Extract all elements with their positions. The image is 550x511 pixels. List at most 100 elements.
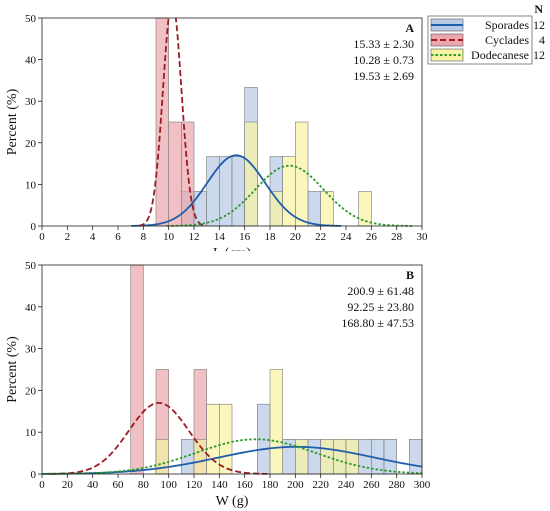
panel-a-x-tick-label: 14: [214, 231, 226, 243]
panel-a-curves: [40, 4, 424, 227]
panel-b-x-tick-label: 160: [236, 479, 253, 491]
panel-a-stat-dodecanese: 19.53 ± 2.69: [353, 69, 414, 83]
panel-b-stats: 200.9 ± 61.48 92.25 ± 23.80 168.80 ± 47.…: [341, 284, 414, 330]
panel-a-bar-dodecanese-25: [358, 191, 372, 227]
panel-b-stat-dodecanese: 168.80 ± 47.53: [341, 316, 414, 330]
panel-b-x-tick-label: 140: [211, 479, 228, 491]
panel-a-y-tick-label: 40: [25, 55, 37, 67]
panel-a-y-tick-label: 10: [25, 179, 37, 191]
panel-b-stat-sporades: 200.9 ± 61.48: [347, 284, 414, 298]
panel-a-x-tick-label: 0: [39, 231, 45, 243]
panel-b-bar-cyclades-70: [130, 264, 144, 475]
panel-a-y-axis-label: Percent (%): [5, 88, 20, 155]
panel-b-x-tick-label: 80: [138, 479, 150, 491]
panel-a-x-tick-label: 28: [391, 231, 403, 243]
panel-b-top-mask: [40, 251, 424, 265]
panel-b-x-tick-label: 20: [62, 479, 74, 491]
panel-b-x-tick-label: 200: [287, 479, 304, 491]
panel-a-curve-sporades: [131, 154, 342, 227]
panel-a-curve-dodecanese: [166, 164, 413, 227]
panel-a-bars: [155, 17, 372, 227]
panel-b-x-tick-label: 60: [113, 479, 125, 491]
panel-a-x-tick-label: 6: [115, 231, 121, 243]
panel-b-y-tick-label: 10: [25, 427, 37, 439]
legend-n-sporades: 12: [533, 18, 545, 32]
panel-a-label: A: [405, 21, 414, 35]
panel-a-x-tick-label: 12: [189, 231, 200, 243]
panel-b-plot-frame: [41, 264, 423, 475]
panel-b-y-tick-label: 30: [25, 344, 37, 356]
legend-entry-dodecanese: Dodecanese 12: [430, 48, 545, 62]
panel-b-y-axis-label: Percent (%): [5, 336, 20, 403]
panel-a-x-tick-label: 30: [417, 231, 429, 243]
legend-label-sporades: Sporades: [485, 18, 529, 32]
panel-b-x-axis-label: W (g): [216, 494, 249, 509]
panel-a-bar-sporades-12: [193, 191, 207, 227]
panel-b-x-tick-label: 40: [87, 479, 99, 491]
panel-b-bar-dodecanese-200: [295, 439, 309, 475]
panel-a-stat-cyclades: 10.28 ± 0.73: [353, 53, 414, 67]
panel-b-bar-dodecanese-120: [193, 439, 207, 475]
panel-a-x-tick-label: 26: [366, 231, 378, 243]
legend-n-dodecanese: 12: [533, 48, 545, 62]
panel-a-top-mask: [40, 4, 424, 18]
panel-a-stats: 15.33 ± 2.30 10.28 ± 0.73 19.53 ± 2.69: [353, 37, 414, 83]
panel-b-bar-dodecanese-180: [269, 369, 283, 475]
panel-a-bar-sporades-21: [307, 191, 321, 227]
panel-a-x-tick-label: 22: [315, 231, 326, 243]
panel-a-plot-frame: [41, 17, 423, 227]
legend-entry-sporades: Sporades 12: [430, 18, 545, 32]
panel-a-y-tick-label: 0: [31, 221, 37, 233]
panel-b-stat-cyclades: 92.25 ± 23.80: [347, 300, 414, 314]
panel-b-x-tick-label: 300: [414, 479, 431, 491]
panel-b-bar-dodecanese-140: [219, 403, 233, 475]
panel-a-y-tick-label: 20: [25, 138, 37, 150]
legend-label-cyclades: Cyclades: [485, 33, 529, 47]
panel-a-bar-cyclades-10: [168, 121, 182, 227]
legend-label-dodecanese: Dodecanese: [471, 48, 529, 62]
panel-b-bar-dodecanese-230: [333, 439, 347, 475]
panel-b-bar-dodecanese-130: [206, 403, 220, 475]
panel-b-bar-sporades-210: [307, 439, 321, 475]
panel-a-bar-dodecanese-20: [295, 121, 309, 227]
panel-a-x-tick-label: 2: [65, 231, 71, 243]
panel-a-bar-dodecanese-16: [244, 121, 258, 227]
panel-a-bar-dodecanese-22: [320, 191, 334, 227]
panel-b-bar-sporades-190: [282, 439, 296, 475]
panel-a-bar-sporades-13: [206, 156, 220, 227]
legend-n-cyclades: 4: [539, 33, 545, 47]
panel-b-x-tick-label: 0: [39, 479, 45, 491]
panel-b-bar-dodecanese-220: [320, 439, 334, 475]
panel-b-y-tick-label: 50: [25, 260, 37, 272]
panel-a-bar-sporades-15: [231, 156, 245, 227]
panel-b-x-tick-label: 120: [186, 479, 203, 491]
panel-b-bar-dodecanese-240: [345, 439, 359, 475]
panel-b-x-tick-label: 260: [363, 479, 380, 491]
panel-b: 0 20 40 60 80 100 120 140 160 180 200 220 240 260 280 3…: [5, 251, 431, 509]
panel-a-x-tick-label: 24: [341, 231, 353, 243]
panel-a-x-tick-label: 16: [239, 231, 251, 243]
panel-a-x-tick-label: 8: [141, 231, 147, 243]
panel-a-bar-cyclades-9: [155, 17, 169, 227]
panel-b-x-tick-label: 220: [312, 479, 329, 491]
panel-a-curve-cyclades: [138, 8, 206, 227]
panel-b-x-tick-label: 180: [262, 479, 279, 491]
panel-a-x-tick-label: 18: [265, 231, 277, 243]
panel-a-x-tick-label: 20: [290, 231, 302, 243]
panel-b-bar-sporades-110: [181, 439, 195, 475]
panel-b-y-tick-label: 20: [25, 385, 37, 397]
legend: N Sporades 12 Cyclades 4 Dodecanese 12: [427, 2, 545, 65]
panel-a-x-tick-label: 4: [90, 231, 96, 243]
panel-b-x-tick-label: 100: [160, 479, 177, 491]
panel-b-curves: [40, 251, 424, 475]
panel-b-x-tick-label: 240: [338, 479, 355, 491]
panel-a-bar-dodecanese-18: [269, 191, 283, 227]
panel-b-label: B: [406, 268, 414, 282]
panel-b-ticks: 0 20 40 60 80 100 120 140 160 180 200 220 240 260 280 3…: [25, 260, 431, 491]
panel-a-x-tick-label: 10: [163, 231, 175, 243]
panel-b-y-tick-label: 0: [31, 469, 37, 481]
legend-n-header: N: [534, 2, 543, 16]
